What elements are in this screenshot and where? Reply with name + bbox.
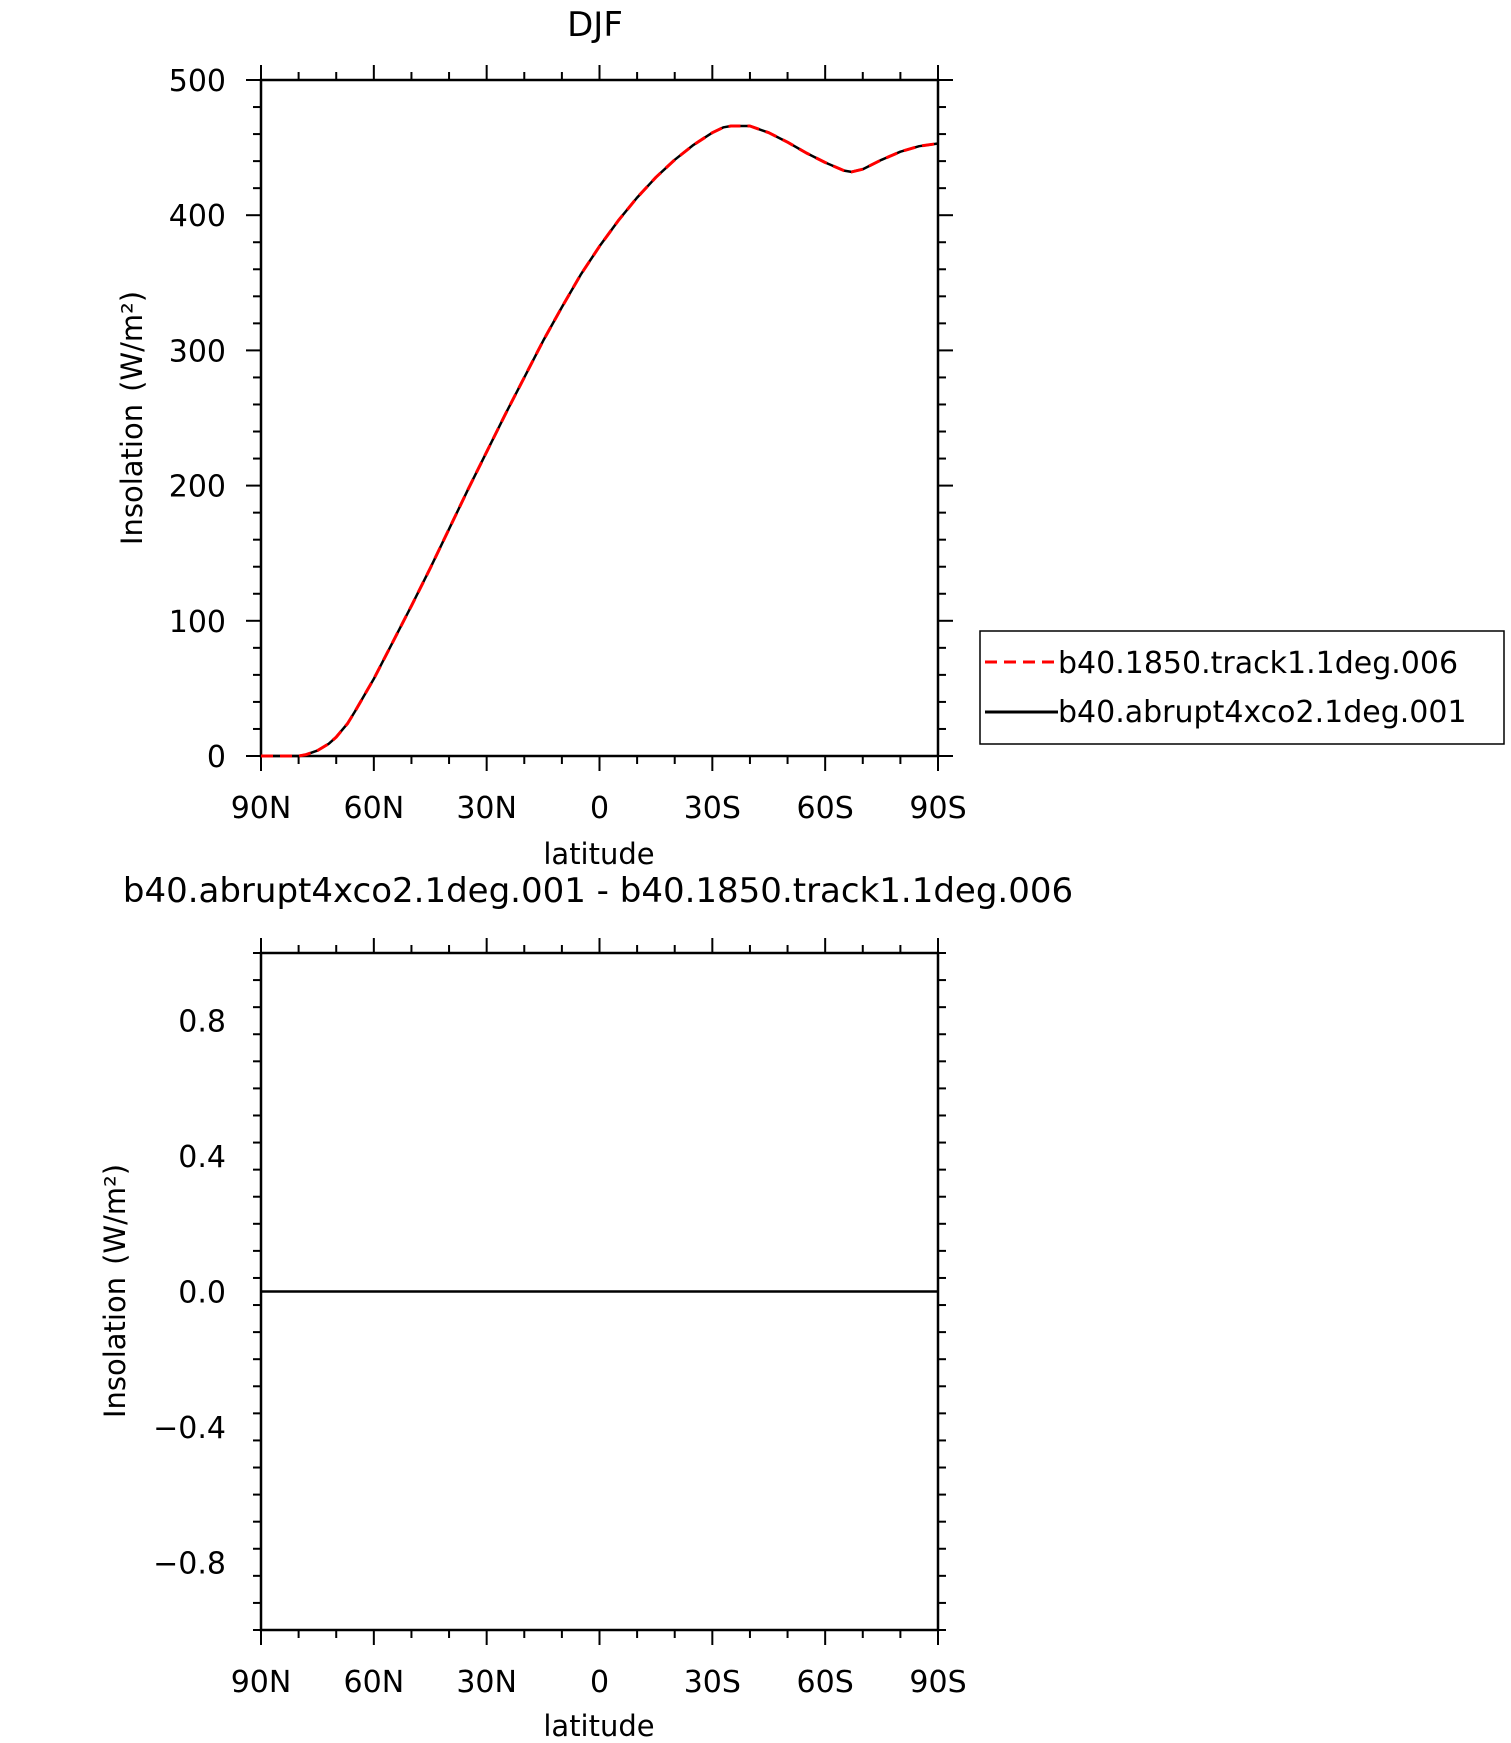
bottom-y-axis-label: Insolation(W/m²) (98, 1164, 132, 1418)
y-tick-label: 500 (169, 64, 226, 99)
legend: b40.1850.track1.1deg.006 b40.abrupt4xco2… (979, 630, 1505, 745)
x-tick-label: 60N (344, 791, 405, 826)
y-tick-label: −0.4 (153, 1411, 226, 1446)
top-series-lines (261, 124, 939, 758)
x-tick-label: 60N (344, 1665, 405, 1700)
legend-label-track1: b40.1850.track1.1deg.006 (1058, 646, 1458, 681)
bottom-y-tick-labels: −0.8 −0.4 0.0 0.4 0.8 (153, 1005, 226, 1582)
y-tick-label: 0.0 (178, 1276, 226, 1311)
series-line-b40-1850-track1-1deg-006 (261, 124, 939, 758)
x-tick-label: 30S (684, 1665, 741, 1700)
top-panel: DJF 0 100 200 300 400 500 90N 60N 30N 0 30S 60S 90S… (115, 5, 1505, 871)
legend-frame (979, 630, 1505, 745)
x-tick-label: 30N (456, 1665, 517, 1700)
top-y-tick-labels: 0 100 200 300 400 500 (169, 64, 226, 775)
legend-label-abrupt4xco2: b40.abrupt4xco2.1deg.001 (1058, 695, 1467, 730)
y-tick-label: 100 (169, 605, 226, 640)
x-tick-label: 90N (231, 1665, 292, 1700)
x-tick-label: 90S (909, 791, 966, 826)
top-y-axis-label: Insolation(W/m²) (115, 291, 149, 545)
y-tick-label: 0.4 (178, 1140, 226, 1175)
top-x-tick-labels: 90N 60N 30N 0 30S 60S 90S (231, 791, 967, 826)
x-tick-label: 30S (684, 791, 741, 826)
bottom-title: b40.abrupt4xco2.1deg.001 - b40.1850.trac… (123, 871, 1073, 911)
bottom-x-tick-labels: 90N 60N 30N 0 30S 60S 90S (231, 1665, 967, 1700)
bottom-axis-ticks (253, 938, 946, 1645)
top-plot-frame (259, 78, 940, 758)
top-y-axis-label-group: Insolation(W/m²) (115, 291, 149, 545)
x-tick-label: 0 (590, 1665, 609, 1700)
y-tick-label: −0.8 (153, 1546, 226, 1581)
x-tick-label: 0 (590, 791, 609, 826)
x-tick-label: 30N (456, 791, 517, 826)
y-tick-label: 200 (169, 470, 226, 505)
y-tick-label: 300 (169, 334, 226, 369)
y-tick-label: 0 (207, 740, 226, 775)
x-tick-label: 90S (909, 1665, 966, 1700)
x-tick-label: 60S (797, 791, 854, 826)
top-x-axis-label: latitude (543, 837, 654, 871)
bottom-panel: b40.abrupt4xco2.1deg.001 - b40.1850.trac… (98, 871, 1073, 1743)
y-tick-label: 0.8 (178, 1005, 226, 1040)
series-line-b40-abrupt4xco2-1deg-001 (261, 124, 939, 758)
bottom-x-axis-label: latitude (543, 1709, 654, 1743)
x-tick-label: 90N (231, 791, 292, 826)
y-tick-label: 400 (169, 199, 226, 234)
bottom-y-axis-label-group: Insolation(W/m²) (98, 1164, 132, 1418)
x-tick-label: 60S (797, 1665, 854, 1700)
top-axis-ticks (246, 65, 953, 771)
top-title: DJF (567, 5, 623, 45)
